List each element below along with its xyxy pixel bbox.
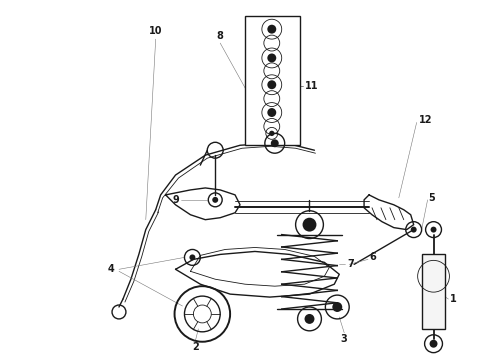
Text: 8: 8	[217, 31, 223, 41]
Text: 11: 11	[305, 81, 318, 91]
Text: 5: 5	[429, 193, 435, 203]
Circle shape	[305, 314, 315, 324]
Bar	[245, 16, 299, 145]
Circle shape	[269, 131, 274, 136]
Circle shape	[190, 255, 196, 260]
Text: 12: 12	[418, 116, 432, 126]
Text: 7: 7	[347, 259, 354, 269]
Circle shape	[268, 108, 276, 117]
Circle shape	[268, 25, 276, 33]
Circle shape	[332, 302, 342, 312]
Text: 9: 9	[172, 195, 179, 205]
Text: 3: 3	[341, 334, 347, 344]
Text: 10: 10	[149, 26, 163, 36]
Text: 2: 2	[192, 342, 199, 352]
Circle shape	[302, 218, 317, 231]
Text: 4: 4	[108, 264, 115, 274]
Circle shape	[271, 139, 279, 147]
Circle shape	[212, 197, 218, 203]
Bar	[421, 255, 445, 329]
Circle shape	[268, 80, 276, 89]
Circle shape	[430, 340, 438, 348]
Circle shape	[268, 54, 276, 62]
Text: 1: 1	[450, 294, 457, 304]
Circle shape	[411, 227, 416, 233]
Text: 6: 6	[369, 252, 376, 262]
Circle shape	[431, 227, 437, 233]
